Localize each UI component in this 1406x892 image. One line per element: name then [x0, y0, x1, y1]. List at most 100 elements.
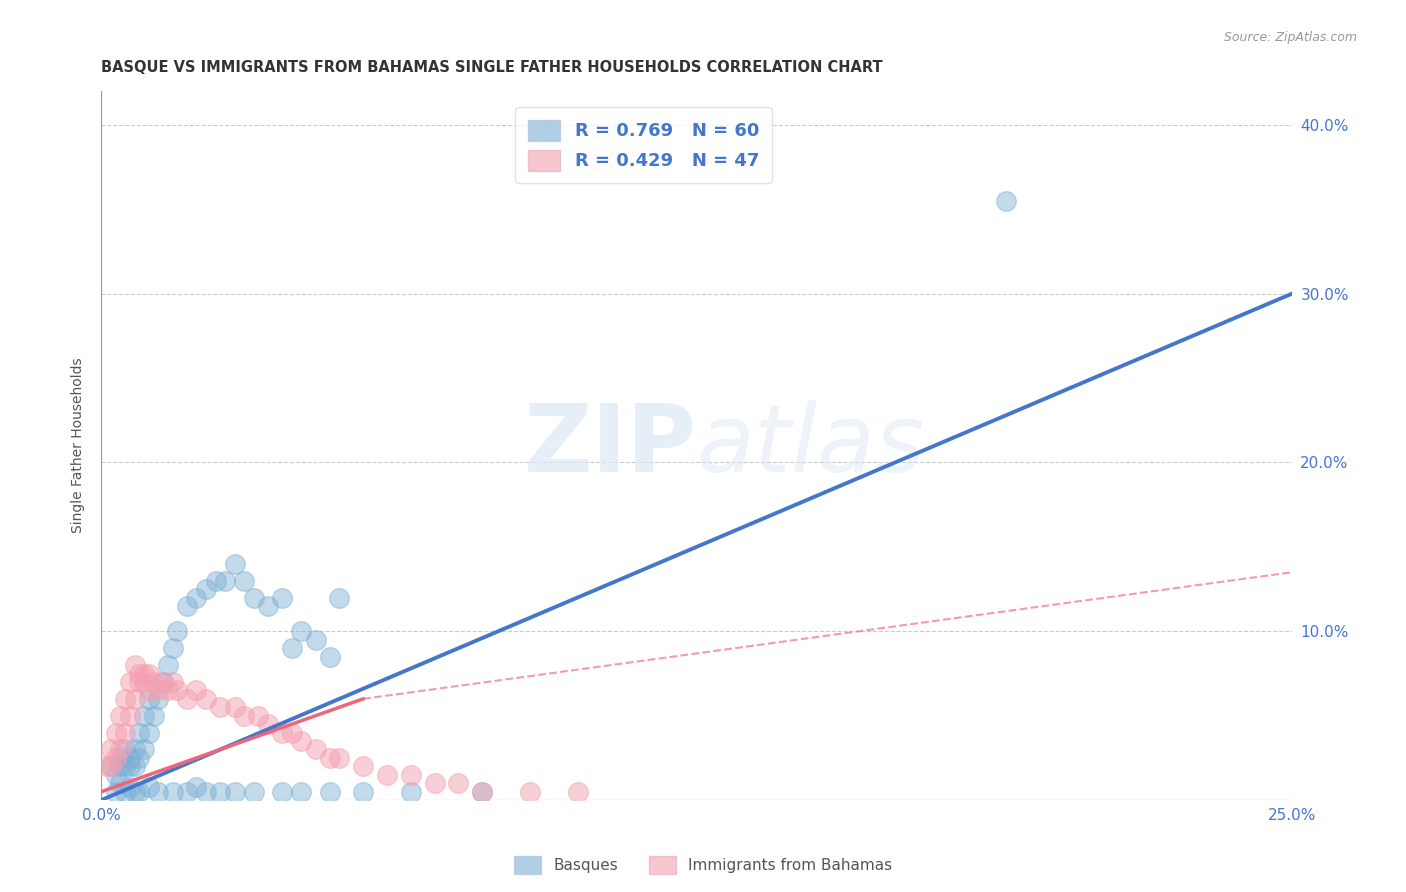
Point [233, 708, 256, 723]
Point [186, 591, 208, 605]
Point [176, 785, 198, 799]
Point [186, 780, 208, 794]
Point [271, 725, 294, 739]
Point [319, 785, 342, 799]
Point [176, 691, 198, 706]
Point [352, 759, 374, 773]
Point [110, 759, 132, 773]
Text: atlas: atlas [696, 401, 925, 491]
Point [162, 675, 184, 690]
Point [271, 591, 294, 605]
Point [110, 742, 132, 756]
Point [104, 725, 127, 739]
Point [118, 780, 141, 794]
Point [132, 675, 155, 690]
Point [423, 776, 446, 790]
Point [280, 725, 302, 739]
Point [257, 717, 280, 731]
Y-axis label: Single Father Households: Single Father Households [72, 358, 86, 533]
Point [138, 780, 160, 794]
Text: ZIP: ZIP [523, 400, 696, 491]
Text: Source: ZipAtlas.com: Source: ZipAtlas.com [1223, 31, 1357, 45]
Point [152, 675, 174, 690]
Point [148, 691, 170, 706]
Point [995, 194, 1018, 208]
Point [142, 708, 165, 723]
Point [195, 785, 218, 799]
Point [290, 785, 312, 799]
Point [280, 641, 302, 656]
Point [114, 759, 136, 773]
Point [152, 675, 174, 690]
Point [128, 666, 150, 681]
Point [447, 776, 470, 790]
Point [471, 785, 494, 799]
Point [304, 632, 326, 647]
Point [290, 734, 312, 748]
Point [567, 785, 589, 799]
Point [257, 599, 280, 613]
Text: BASQUE VS IMMIGRANTS FROM BAHAMAS SINGLE FATHER HOUSEHOLDS CORRELATION CHART: BASQUE VS IMMIGRANTS FROM BAHAMAS SINGLE… [101, 60, 883, 75]
Point [104, 751, 127, 765]
Point [124, 785, 146, 799]
Point [399, 785, 422, 799]
Point [124, 742, 146, 756]
Point [138, 683, 160, 698]
Point [471, 785, 494, 799]
Point [156, 658, 179, 673]
Point [138, 691, 160, 706]
Point [100, 759, 122, 773]
Point [214, 574, 236, 588]
Point [114, 785, 136, 799]
Point [132, 708, 155, 723]
Point [156, 683, 179, 698]
Point [162, 641, 184, 656]
Point [128, 785, 150, 799]
Point [142, 675, 165, 690]
Point [128, 675, 150, 690]
Point [224, 785, 246, 799]
Point [399, 768, 422, 782]
Point [242, 785, 264, 799]
Point [118, 751, 141, 765]
Point [242, 591, 264, 605]
Point [148, 683, 170, 698]
Point [110, 751, 132, 765]
Point [128, 751, 150, 765]
Point [304, 742, 326, 756]
Point [176, 599, 198, 613]
Point [132, 742, 155, 756]
Point [209, 700, 232, 714]
Point [100, 742, 122, 756]
Point [124, 691, 146, 706]
Point [186, 683, 208, 698]
Point [128, 725, 150, 739]
Point [519, 785, 541, 799]
Point [118, 675, 141, 690]
Point [148, 785, 170, 799]
Point [124, 759, 146, 773]
Point [271, 785, 294, 799]
Point [114, 691, 136, 706]
Point [114, 725, 136, 739]
Point [166, 624, 188, 639]
Point [319, 649, 342, 664]
Point [104, 785, 127, 799]
Point [110, 776, 132, 790]
Legend: Basques, Immigrants from Bahamas: Basques, Immigrants from Bahamas [508, 850, 898, 880]
Point [209, 785, 232, 799]
Point [104, 768, 127, 782]
Point [290, 624, 312, 639]
Point [162, 785, 184, 799]
Point [132, 666, 155, 681]
Point [124, 658, 146, 673]
Point [328, 751, 350, 765]
Point [138, 666, 160, 681]
Point [195, 582, 218, 596]
Point [94, 759, 117, 773]
Point [118, 708, 141, 723]
Point [352, 785, 374, 799]
Point [247, 708, 270, 723]
Point [319, 751, 342, 765]
Point [114, 742, 136, 756]
